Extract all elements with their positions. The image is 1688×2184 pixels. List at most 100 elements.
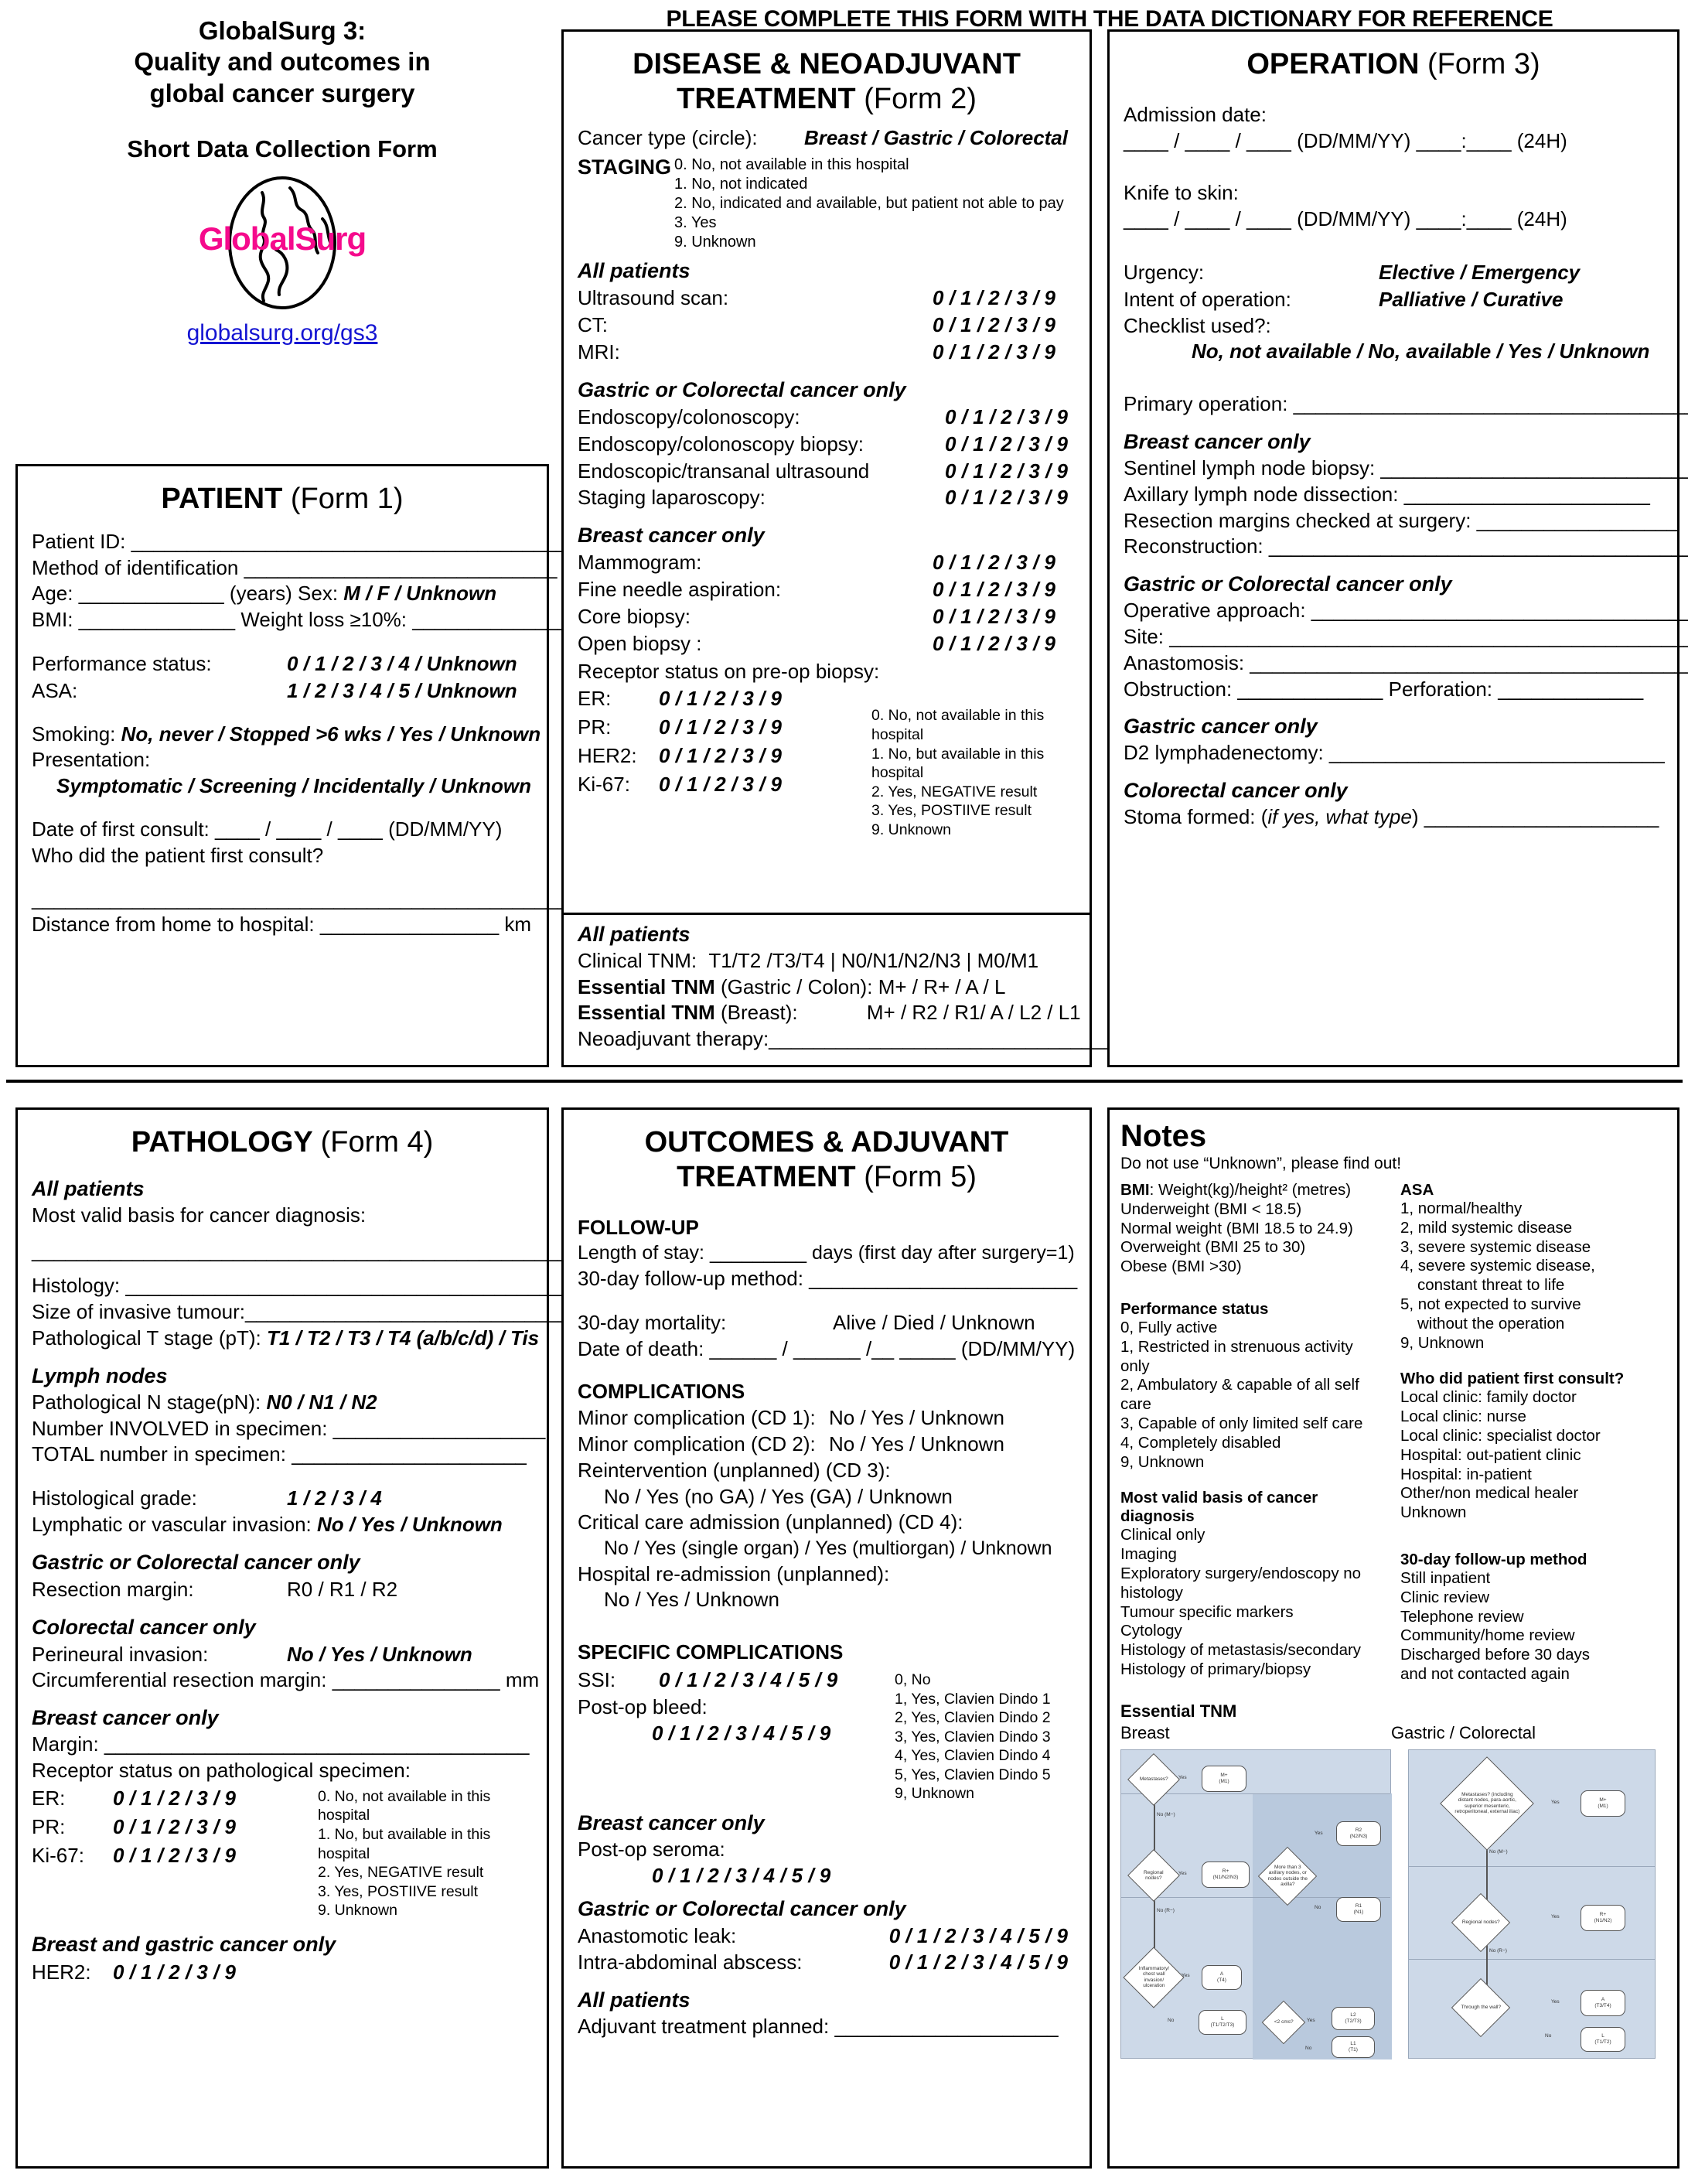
anastomotic-leak-options[interactable]: 0 / 1 / 2 / 3 / 4 / 5 / 9 [888, 1923, 1068, 1947]
minor-cd1-options[interactable]: No / Yes / Unknown [828, 1406, 1004, 1430]
field-endoscopy-biopsy[interactable]: Endoscopy/colonoscopy biopsy: 0 / 1 / 2 … [578, 431, 1076, 458]
field-urgency[interactable]: Urgency: Elective / Emergency [1124, 259, 1663, 286]
cancer-type-options[interactable]: Breast / Gastric / Colorectal [803, 125, 1068, 149]
field-bmi-weightloss[interactable]: BMI: ______________ Weight loss ≥10%: __… [32, 608, 581, 632]
resection-margin-options[interactable]: R0 / R1 / R2 [287, 1577, 398, 1601]
field-essential-tnm-gastric[interactable]: Essential TNM (Gastric / Colon): M+ / R+… [578, 974, 1076, 1001]
field-smoking[interactable]: Smoking: No, never / Stopped >6 wks / Ye… [32, 722, 541, 748]
open-biopsy-options[interactable]: 0 / 1 / 2 / 3 / 9 [933, 631, 1055, 655]
urgency-options[interactable]: Elective / Emergency [1379, 261, 1581, 285]
field-ki67-path[interactable]: Ki-67: 0 / 1 / 2 / 3 / 9 [32, 1841, 318, 1870]
field-ct[interactable]: CT: 0 / 1 / 2 / 3 / 9 [578, 312, 1076, 339]
field-most-valid-basis[interactable]: ________________________________________… [32, 1238, 625, 1262]
field-obstruction-perforation[interactable]: Obstruction: _____________ Perforation: … [1124, 677, 1644, 701]
field-minor-cd2[interactable]: Minor complication (CD 2): No / Yes / Un… [578, 1432, 1076, 1458]
field-date-first-consult[interactable]: Date of first consult: ____ / ____ / ___… [32, 817, 503, 841]
field-ssi[interactable]: SSI: 0 / 1 / 2 / 3 / 4 / 5 / 9 [578, 1666, 895, 1694]
abscess-options[interactable]: 0 / 1 / 2 / 3 / 4 / 5 / 9 [888, 1950, 1068, 1974]
field-performance-status[interactable]: Performance status: 0 / 1 / 2 / 3 / 4 / … [32, 650, 533, 677]
performance-status-options[interactable]: 0 / 1 / 2 / 3 / 4 / Unknown [287, 652, 517, 676]
field-open-biopsy[interactable]: Open biopsy : 0 / 1 / 2 / 3 / 9 [578, 630, 1076, 657]
field-histological-grade[interactable]: Histological grade: 1 / 2 / 3 / 4 [32, 1485, 533, 1512]
field-fna[interactable]: Fine needle aspiration: 0 / 1 / 2 / 3 / … [578, 576, 1076, 603]
asa-options[interactable]: 1 / 2 / 3 / 4 / 5 / Unknown [287, 678, 517, 702]
field-her2-preop[interactable]: HER2: 0 / 1 / 2 / 3 / 9 [578, 742, 871, 770]
mammogram-options[interactable]: 0 / 1 / 2 / 3 / 9 [933, 551, 1055, 575]
field-anastomotic-leak[interactable]: Anastomotic leak: 0 / 1 / 2 / 3 / 4 / 5 … [578, 1923, 1076, 1950]
brand-link[interactable]: globalsurg.org/gs3 [186, 319, 378, 346]
essential-gastric-value[interactable]: M+ / R+ / A / L [878, 974, 1006, 998]
field-er-path[interactable]: ER: 0 / 1 / 2 / 3 / 9 [32, 1784, 318, 1813]
field-her2-path[interactable]: HER2: 0 / 1 / 2 / 3 / 9 [32, 1958, 533, 1987]
field-histology[interactable]: Histology: _____________________________… [32, 1274, 595, 1298]
field-clinical-tnm[interactable]: Clinical TNM: T1/T2 /T3/T4 | N0/N1/N2/N3… [578, 948, 1076, 974]
critical-care-options[interactable]: No / Yes (single organ) / Yes (multiorga… [604, 1537, 1052, 1560]
pr-path-options[interactable]: 0 / 1 / 2 / 3 / 9 [113, 1814, 236, 1838]
field-anastomosis[interactable]: Anastomosis: ___________________________… [1124, 650, 1688, 674]
checklist-options[interactable]: No, not available / No, available / Yes … [1192, 340, 1650, 363]
field-sentinel-lymph-node-biopsy[interactable]: Sentinel lymph node biopsy: ____________… [1124, 456, 1688, 480]
ki67-path-options[interactable]: 0 / 1 / 2 / 3 / 9 [113, 1843, 236, 1867]
field-endoscopic-transanal-ultrasound[interactable]: Endoscopic/transanal ultrasound 0 / 1 / … [578, 458, 1076, 485]
field-intra-abdominal-abscess[interactable]: Intra-abdominal abscess: 0 / 1 / 2 / 3 /… [578, 1949, 1076, 1976]
presentation-options[interactable]: Symptomatic / Screening / Incidentally /… [56, 774, 532, 798]
field-essential-tnm-breast[interactable]: Essential TNM (Breast): M+ / R2 / R1/ A … [578, 1000, 1081, 1026]
field-minor-cd1[interactable]: Minor complication (CD 1): No / Yes / Un… [578, 1405, 1076, 1432]
ultrasound-options[interactable]: 0 / 1 / 2 / 3 / 9 [933, 286, 1055, 310]
field-knife-to-skin[interactable]: ____ / ____ / ____ (DD/MM/YY) ____:____ … [1124, 207, 1567, 231]
field-adjuvant-treatment[interactable]: Adjuvant treatment planned: ____________… [578, 2015, 1059, 2039]
mortality-options[interactable]: Alive / Died / Unknown [833, 1310, 1035, 1334]
stoma-post[interactable]: ) _____________________ [1411, 805, 1659, 829]
pr-options[interactable]: 0 / 1 / 2 / 3 / 9 [659, 715, 782, 739]
core-biopsy-options[interactable]: 0 / 1 / 2 / 3 / 9 [933, 604, 1055, 628]
field-admission-date[interactable]: ____ / ____ / ____ (DD/MM/YY) ____:____ … [1124, 128, 1567, 152]
staging-lap-options[interactable]: 0 / 1 / 2 / 3 / 9 [945, 486, 1068, 510]
field-perineural-invasion[interactable]: Perineural invasion: No / Yes / Unknown [32, 1641, 533, 1668]
sex-options[interactable]: M / F / Unknown [343, 582, 497, 606]
field-axillary-lymph-node-dissection[interactable]: Axillary lymph node dissection: ________… [1124, 482, 1650, 506]
field-30day-mortality[interactable]: 30-day mortality: Alive / Died / Unknown [578, 1309, 1076, 1336]
lvi-options[interactable]: No / Yes / Unknown [317, 1513, 503, 1537]
field-patient-id[interactable]: Patient ID: ____________________________… [32, 529, 568, 553]
field-followup-method[interactable]: 30-day follow-up method: _______________… [578, 1266, 1078, 1290]
field-operative-approach[interactable]: Operative approach: ____________________… [1124, 599, 1688, 623]
reintervention-options[interactable]: No / Yes (no GA) / Yes (GA) / Unknown [604, 1484, 953, 1508]
er-path-options[interactable]: 0 / 1 / 2 / 3 / 9 [113, 1786, 236, 1810]
field-resection-margin[interactable]: Resection margin: R0 / R1 / R2 [32, 1576, 533, 1603]
field-core-biopsy[interactable]: Core biopsy: 0 / 1 / 2 / 3 / 9 [578, 603, 1076, 630]
endoscopy-options[interactable]: 0 / 1 / 2 / 3 / 9 [945, 404, 1068, 428]
ct-options[interactable]: 0 / 1 / 2 / 3 / 9 [933, 313, 1055, 337]
field-nodes-involved[interactable]: Number INVOLVED in specimen: ___________… [32, 1416, 546, 1440]
field-site[interactable]: Site: __________________________________… [1124, 625, 1688, 649]
endoscopy-biopsy-options[interactable]: 0 / 1 / 2 / 3 / 9 [945, 432, 1068, 456]
intent-options[interactable]: Palliative / Curative [1379, 287, 1564, 311]
transanal-us-options[interactable]: 0 / 1 / 2 / 3 / 9 [945, 459, 1068, 483]
her2-path-options[interactable]: 0 / 1 / 2 / 3 / 9 [113, 1960, 236, 1984]
field-stoma-formed[interactable]: Stoma formed: (if yes, what type) ______… [1124, 804, 1663, 831]
hist-grade-options[interactable]: 1 / 2 / 3 / 4 [287, 1486, 382, 1510]
ssi-options[interactable]: 0 / 1 / 2 / 3 / 4 / 5 / 9 [659, 1668, 838, 1692]
field-pn-stage[interactable]: Pathological N stage(pN): N0 / N1 / N2 [32, 1390, 533, 1416]
field-tumour-size[interactable]: Size of invasive tumour:________________… [32, 1300, 608, 1324]
minor-cd2-options[interactable]: No / Yes / Unknown [828, 1432, 1004, 1455]
essential-breast-value[interactable]: M+ / R2 / R1/ A / L2 / L1 [866, 1001, 1081, 1025]
pn-stage-options[interactable]: N0 / N1 / N2 [266, 1390, 377, 1414]
field-cancer-type[interactable]: Cancer type (circle): Breast / Gastric /… [578, 125, 1076, 152]
postop-bleed-options[interactable]: 0 / 1 / 2 / 3 / 4 / 5 / 9 [652, 1721, 831, 1745]
field-method-of-identification[interactable]: Method of identification _______________… [32, 555, 558, 579]
field-neoadjuvant-therapy[interactable]: Neoadjuvant therapy:____________________… [578, 1027, 1116, 1051]
her2-options[interactable]: 0 / 1 / 2 / 3 / 9 [659, 744, 782, 768]
field-pr-path[interactable]: PR: 0 / 1 / 2 / 3 / 9 [32, 1813, 318, 1841]
field-margin[interactable]: Margin: ________________________________… [32, 1732, 530, 1756]
field-pr-preop[interactable]: PR: 0 / 1 / 2 / 3 / 9 [578, 713, 871, 742]
er-options[interactable]: 0 / 1 / 2 / 3 / 9 [659, 687, 782, 711]
field-ki67-preop[interactable]: Ki-67: 0 / 1 / 2 / 3 / 9 [578, 770, 871, 799]
field-staging-laparoscopy[interactable]: Staging laparoscopy: 0 / 1 / 2 / 3 / 9 [578, 484, 1076, 511]
field-mri[interactable]: MRI: 0 / 1 / 2 / 3 / 9 [578, 339, 1076, 366]
field-reconstruction[interactable]: Reconstruction: ________________________… [1124, 534, 1688, 558]
field-crm[interactable]: Circumferential resection margin: ______… [32, 1668, 540, 1692]
field-er-preop[interactable]: ER: 0 / 1 / 2 / 3 / 9 [578, 684, 871, 713]
perineural-options[interactable]: No / Yes / Unknown [287, 1642, 472, 1666]
field-ultrasound-scan[interactable]: Ultrasound scan: 0 / 1 / 2 / 3 / 9 [578, 285, 1076, 312]
smoking-options[interactable]: No, never / Stopped >6 wks / Yes / Unkno… [121, 722, 541, 746]
